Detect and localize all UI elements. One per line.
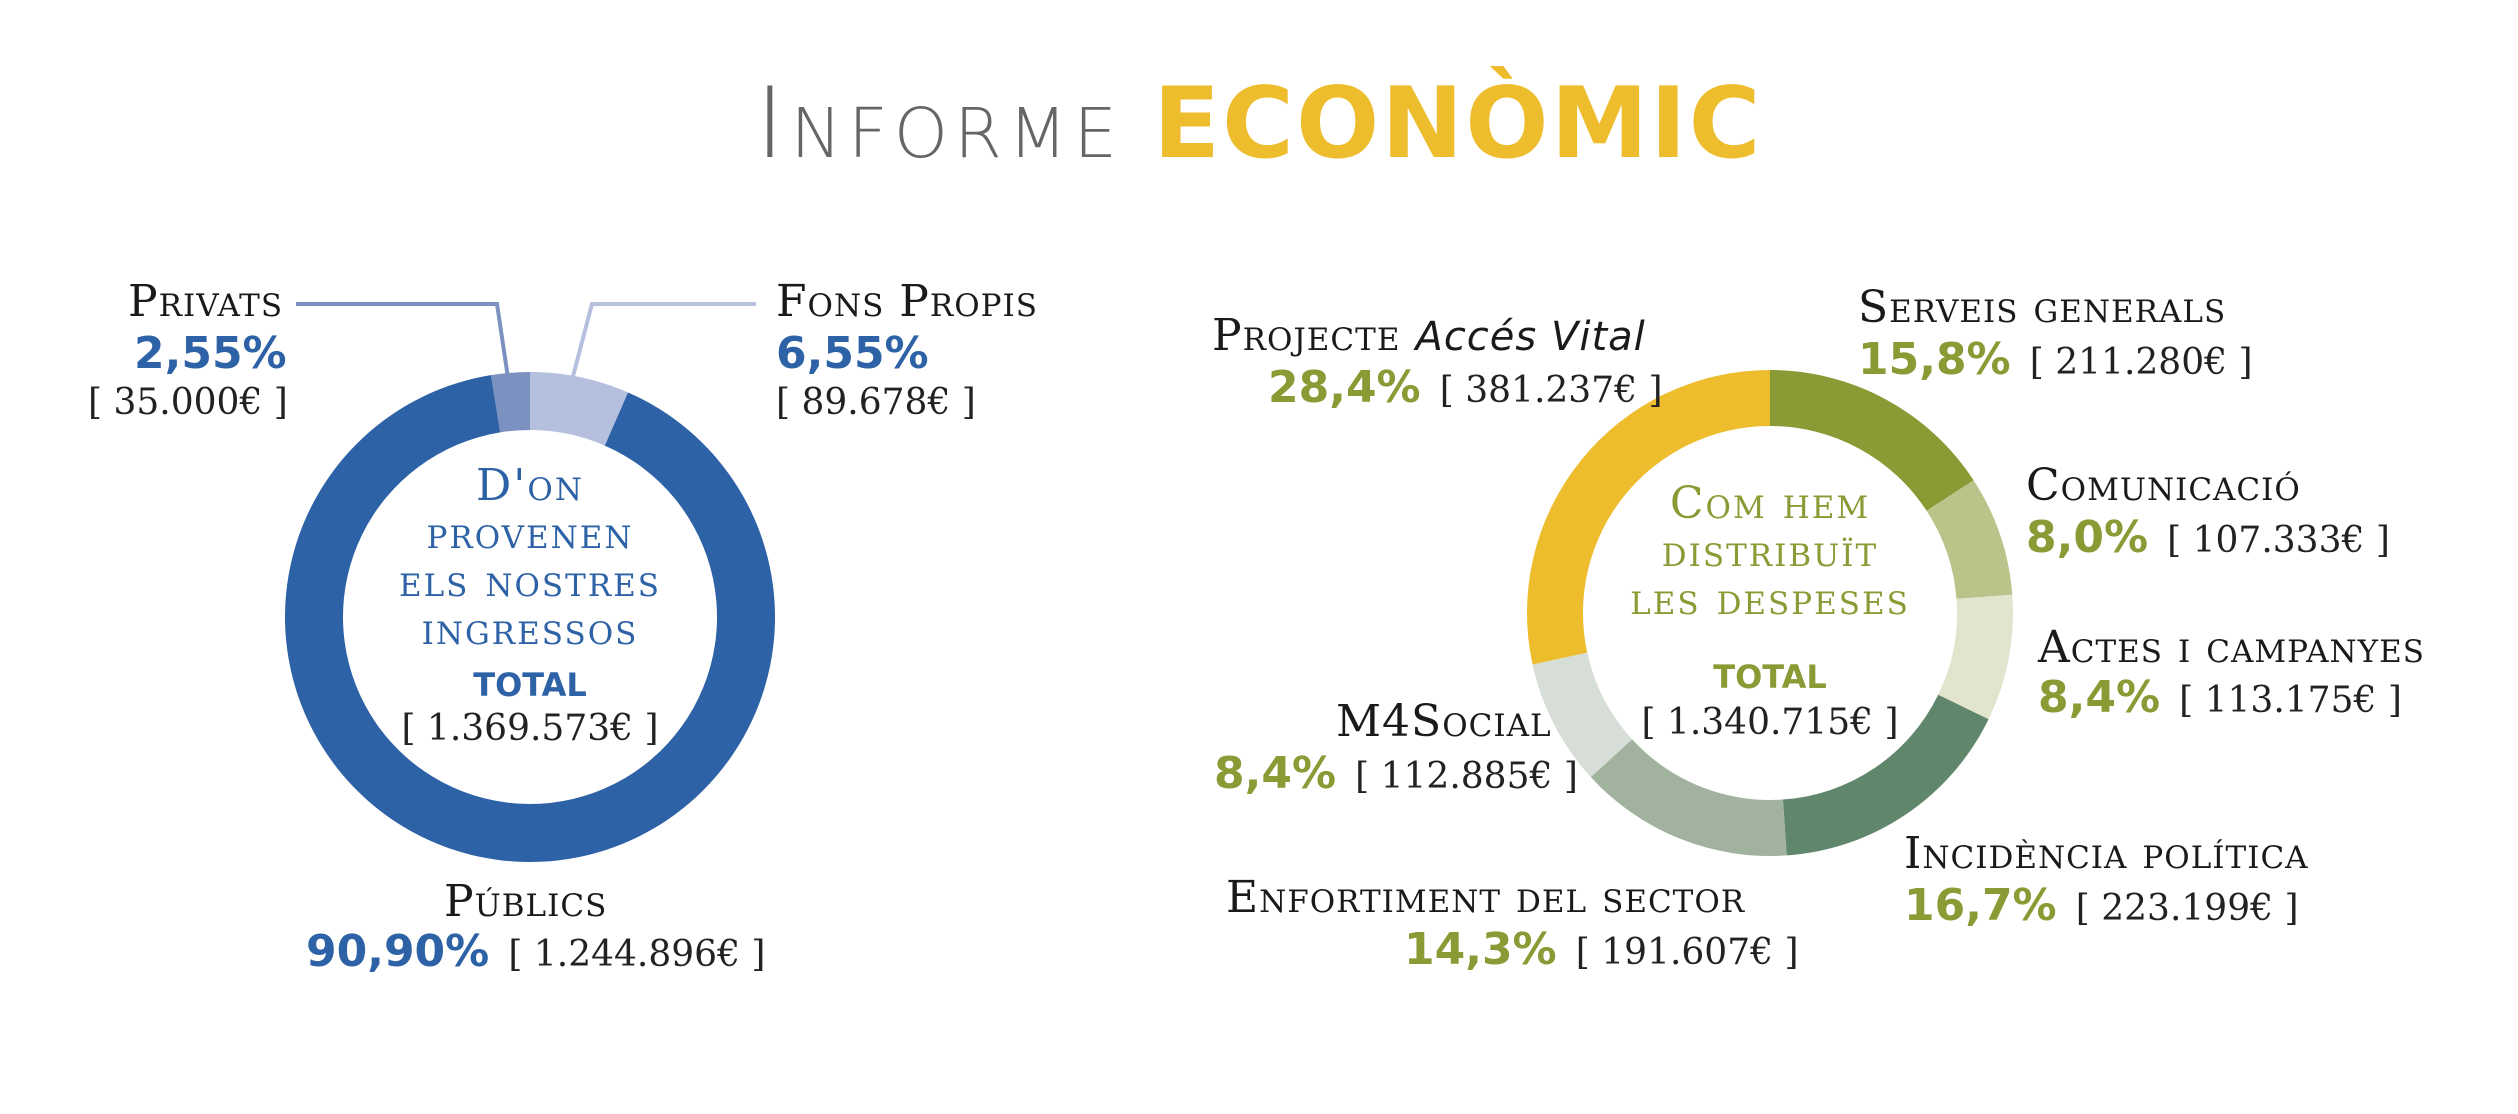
percent-m4social: 8,4% [1214, 748, 1337, 799]
label-acces-vital: Projecte Accés Vital [1212, 310, 1646, 361]
percent-actes-campanyes: 8,4% [2038, 672, 2161, 723]
title-part1: Informe [755, 67, 1124, 181]
amount-publics: [ 1.244.896€ ] [508, 934, 766, 975]
income-center-line4: ingressos [421, 604, 639, 655]
percent-privats: 2,55% [134, 328, 287, 379]
label-fons-propis: Fons Propis [776, 276, 1038, 327]
amount-privats: [ 35.000€ ] [88, 382, 288, 423]
acces-vital-values: 28,4% [ 381.237€ ] [1268, 362, 1663, 413]
income-slice-2 [530, 372, 629, 446]
percent-fons-propis: 6,55% [776, 328, 929, 379]
incidencia-politica-values: 16,7% [ 223.199€ ] [1904, 880, 2299, 931]
label-m4social: M4Social [1336, 696, 1552, 747]
label-acces-vital-prefix: Projecte [1212, 310, 1401, 361]
percent-serveis-generals: 15,8% [1858, 334, 2011, 385]
label-privats: Privats [128, 276, 284, 327]
expenses-center-line1: Com hem [1669, 478, 1871, 529]
percent-comunicacio: 8,0% [2026, 512, 2149, 563]
expenses-center-line2: distribuït [1661, 526, 1879, 577]
label-incidencia-politica: Incidència política [1904, 828, 2309, 879]
expenses-slice-4 [1590, 739, 1787, 857]
page-title: Informe ECONÒMIC [0, 75, 2518, 173]
expenses-center-line3: les despeses [1630, 574, 1910, 625]
amount-serveis-generals: [ 211.280€ ] [2029, 342, 2253, 383]
serveis-generals-values: 15,8% [ 211.280€ ] [1858, 334, 2253, 385]
expenses-slice-6 [1527, 370, 1770, 665]
actes-campanyes-values: 8,4% [ 113.175€ ] [2038, 672, 2402, 723]
publics-values: 90,90% [ 1.244.896€ ] [306, 926, 765, 977]
expenses-slice-0 [1770, 370, 1974, 511]
expenses-donut [1527, 370, 2013, 857]
income-total-label: TOTAL [473, 666, 587, 704]
expenses-slice-1 [1926, 480, 2013, 599]
percent-enfortiment-sector: 14,3% [1404, 924, 1557, 975]
label-serveis-generals: Serveis generals [1858, 282, 2227, 333]
percent-incidencia-politica: 16,7% [1904, 880, 2057, 931]
amount-m4social: [ 112.885€ ] [1355, 756, 1578, 797]
amount-acces-vital: [ 381.237€ ] [1439, 370, 1663, 411]
leader-line-privats [296, 302, 510, 379]
expenses-slice-5 [1532, 652, 1633, 778]
income-center-line2: provenen [426, 508, 634, 559]
amount-enfortiment-sector: [ 191.607€ ] [1575, 932, 1799, 973]
label-acces-vital-name: Accés Vital [1415, 314, 1646, 360]
label-publics: Públics [444, 876, 608, 927]
leader-line-fons-propis [570, 302, 756, 381]
percent-publics: 90,90% [306, 926, 490, 977]
percent-acces-vital: 28,4% [1268, 362, 1421, 413]
amount-fons-propis: [ 89.678€ ] [776, 382, 976, 423]
income-center-line3: els nostres [398, 556, 662, 607]
m4social-values: 8,4% [ 112.885€ ] [1214, 748, 1578, 799]
amount-incidencia-politica: [ 223.199€ ] [2075, 888, 2299, 929]
expenses-center-text: Com hem distribuït les despeses [1610, 480, 1930, 624]
title-part2: ECONÒMIC [1153, 67, 1763, 181]
expenses-slice-2 [1938, 594, 2013, 720]
income-slice-1 [490, 372, 530, 433]
amount-comunicacio: [ 107.333€ ] [2167, 520, 2390, 561]
label-enfortiment-sector: Enfortiment del sector [1226, 872, 1746, 923]
income-donut [285, 372, 776, 862]
expenses-slice-3 [1782, 694, 1989, 856]
label-comunicacio: Comunicació [2026, 460, 2301, 511]
comunicacio-values: 8,0% [ 107.333€ ] [2026, 512, 2390, 563]
enfortiment-sector-values: 14,3% [ 191.607€ ] [1404, 924, 1799, 975]
expenses-total-value: [ 1.340.715€ ] [1641, 702, 1899, 743]
income-center-line1: D'on [476, 460, 584, 511]
expenses-total-label: TOTAL [1713, 658, 1827, 696]
income-total-value: [ 1.369.573€ ] [401, 708, 659, 749]
amount-actes-campanyes: [ 113.175€ ] [2179, 680, 2402, 721]
label-actes-campanyes: Actes i campanyes [2038, 622, 2425, 673]
income-center-text: D'on provenen els nostres ingressos [380, 462, 680, 654]
